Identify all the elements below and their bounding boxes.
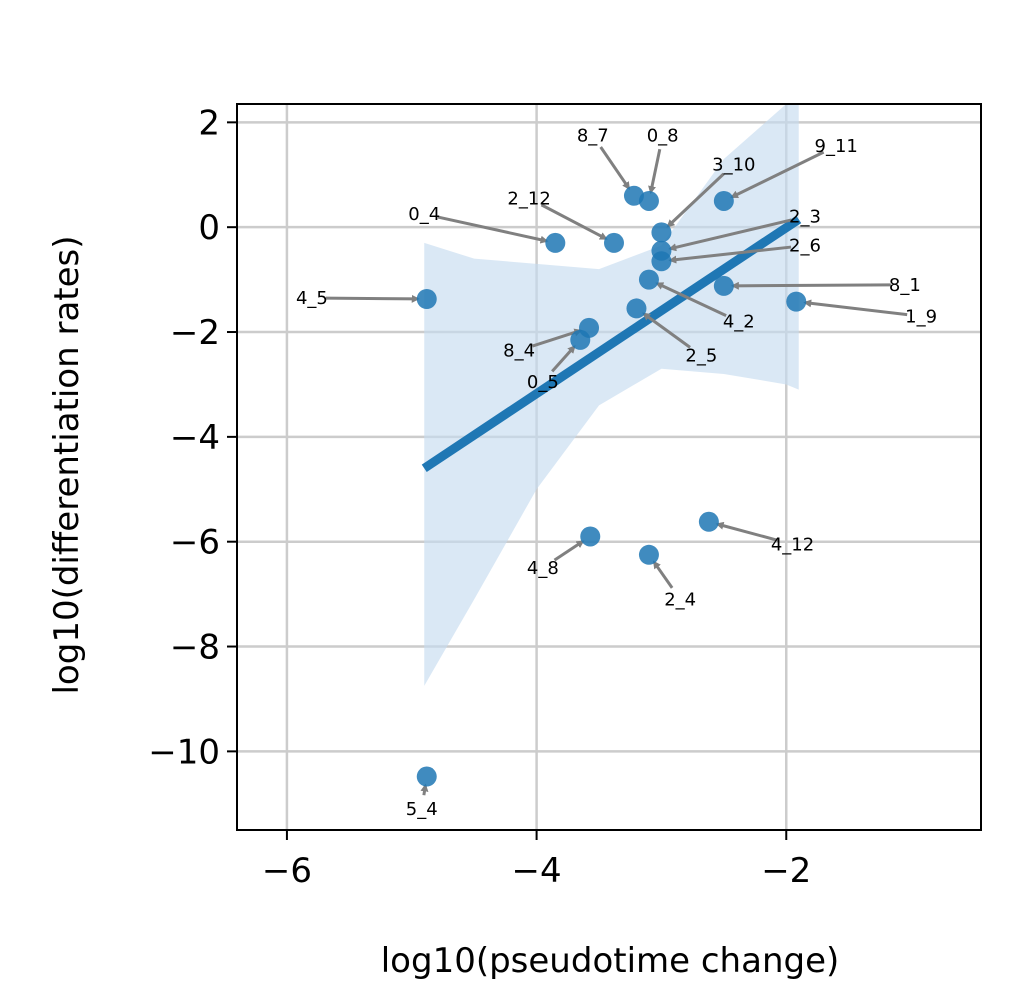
annotation-arrow [599,146,631,190]
y-tick-label: −8 [170,628,220,668]
point-labels: 8_7 0_8 3_10 9_11 0_4 2_12 2_3 2_6 4_5 8_1 1_9 4_2 2… [296,125,937,820]
point-label: 4_8 [527,558,559,579]
point-label: 0_8 [647,125,679,146]
data-points [416,185,807,787]
annotation-arrow [655,282,727,317]
x-axis-label: log10(pseudotime change) [381,941,840,981]
point-label: 0_5 [527,372,559,393]
data-point [570,329,591,350]
data-point [545,232,566,253]
annotation-arrow [437,215,549,244]
annotation-arrow [531,328,583,348]
annotation-arrow [642,312,691,349]
annotation-arrows [325,146,908,796]
plot-frame [236,103,982,831]
data-point [651,251,672,272]
annotation-arrow [803,299,908,317]
point-label: 4_12 [771,534,814,555]
annotation-arrow [668,245,792,264]
annotation-arrow [325,294,420,303]
point-label: 5_4 [406,799,438,820]
annotation-arrow [666,172,725,228]
annotation-arrow [652,560,674,589]
annotation-arrow [715,521,780,543]
data-point [651,222,672,243]
annotation-arrow [648,148,662,195]
data-point [786,291,807,312]
y-tick-label: −6 [170,523,220,563]
data-point [626,298,647,319]
y-tick-label: −10 [148,732,220,772]
point-label: 8_4 [503,340,535,361]
annotation-arrow [730,281,891,290]
annotation-arrow [553,540,585,562]
annotation-arrow [730,150,825,199]
y-tick-label: 0 [198,208,220,248]
annotation-arrow [668,218,792,252]
point-label: 2_5 [685,346,717,367]
point-label: 2_3 [789,207,821,228]
data-point [638,190,659,211]
axis-ticks: −6 −4 −2 2 0 −2 −4 −6 −8 −10 [148,103,811,891]
regression-line [421,215,802,473]
point-label: 8_7 [577,125,609,146]
data-point [416,288,437,309]
annotation-arrow [420,783,429,796]
confidence-band [424,104,799,686]
annotation-arrow [551,345,576,373]
x-tick-label: −4 [512,851,562,891]
point-label: 1_9 [905,306,937,327]
point-label: 2_12 [507,188,550,209]
point-label: 4_5 [296,288,328,309]
y-tick-label: −2 [170,313,220,353]
x-tick-label: −6 [262,851,312,891]
grid-lines [237,104,981,830]
point-label: 8_1 [889,275,921,296]
regression-line-group [421,215,802,473]
point-label: 3_10 [712,154,755,175]
data-point [416,766,437,787]
y-axis-label: log10(differentiation rates) [47,235,87,694]
y-tick-label: −4 [170,418,220,458]
point-label: 9_11 [815,136,858,157]
point-label: 0_4 [408,204,440,225]
data-point [580,526,601,547]
x-tick-label: −2 [761,851,811,891]
confidence-band-group [424,104,799,686]
point-label: 2_4 [664,589,696,610]
point-label: 4_2 [723,312,755,333]
data-point [698,511,719,532]
data-point [638,544,659,565]
data-point [638,269,659,290]
y-tick-label: 2 [198,103,220,143]
annotation-arrow [540,203,608,241]
data-point [713,190,734,211]
data-point [603,232,624,253]
data-point [713,275,734,296]
point-label: 2_6 [789,236,821,257]
